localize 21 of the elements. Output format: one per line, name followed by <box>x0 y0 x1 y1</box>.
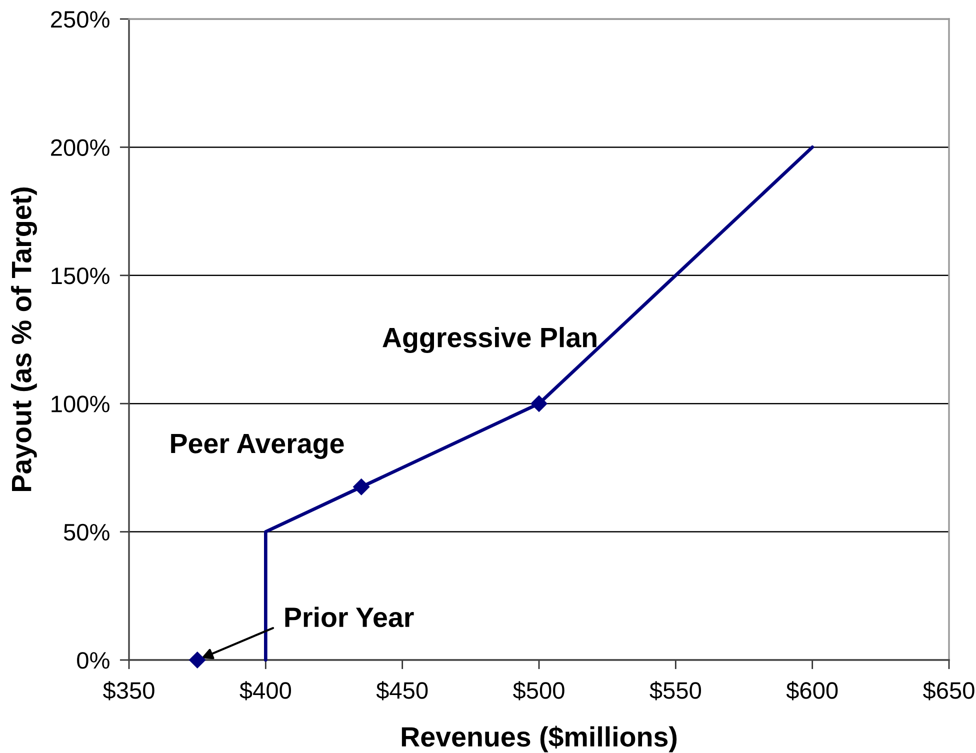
annotation: Aggressive Plan <box>382 326 596 354</box>
x-tick-label: $400 <box>240 681 292 700</box>
annotation: Peer Average <box>171 434 344 459</box>
annotation: Prior Year <box>285 606 414 628</box>
x-tick-label: $650 <box>922 681 974 700</box>
x-tick-label: $500 <box>512 681 564 700</box>
x-axis-title: Revenues ($millions) <box>402 726 677 752</box>
y-tick-label: 100% <box>52 396 110 412</box>
y-tick-label: 200% <box>51 139 110 156</box>
x-tick-label: $600 <box>786 681 838 700</box>
point <box>352 478 370 496</box>
x-tick-label: $450 <box>376 681 428 700</box>
point <box>188 651 206 669</box>
point <box>530 395 548 412</box>
x-tick-label: $350 <box>102 681 154 700</box>
x-tick-label: $550 <box>650 681 702 700</box>
y-tick-label: 250% <box>51 11 110 28</box>
y-tick-label: 0% <box>77 652 110 669</box>
y-axis-title: Payout (as % of Target) <box>10 188 38 491</box>
y-tick-label: 50% <box>64 524 110 541</box>
y-tick-label: 150% <box>52 267 110 284</box>
